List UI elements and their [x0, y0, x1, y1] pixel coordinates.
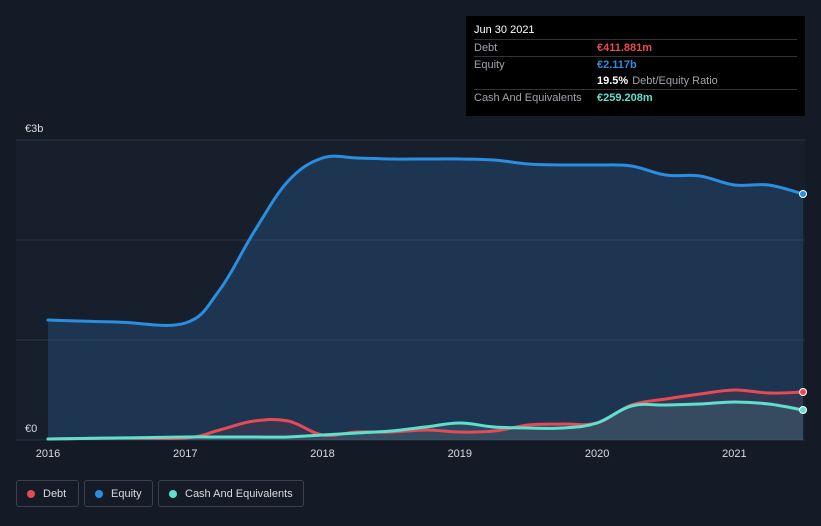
x-tick-label-2021: 2021 [722, 448, 746, 460]
tooltip-debt-value: €411.881m [597, 42, 653, 54]
tooltip-equity-value: €2.117b [597, 59, 637, 71]
legend-item-debt[interactable]: Debt [16, 480, 79, 507]
end-points [799, 190, 807, 414]
tooltip-ratio-label: Debt/Equity Ratio [632, 75, 718, 87]
debt-area [48, 389, 803, 440]
y-tick-label-zero: €0 [25, 423, 38, 435]
tooltip-row-ratio: 19.5% Debt/Equity Ratio [474, 73, 797, 90]
plot-background [16, 140, 805, 440]
x-tick-label-2016: 2016 [36, 448, 60, 460]
x-tick-label-2018: 2018 [310, 448, 334, 460]
tooltip-cash-label: Cash And Equivalents [474, 92, 582, 104]
x-tick-label-2019: 2019 [448, 448, 472, 460]
tooltip-debt-label: Debt [474, 42, 498, 54]
legend-item-equity[interactable]: Equity [84, 480, 153, 507]
equity-end-point [799, 190, 807, 198]
legend-cash-label: Cash And Equivalents [185, 487, 293, 500]
x-tick-label-2020: 2020 [585, 448, 609, 460]
debt-dot-icon [27, 489, 35, 498]
x-tick-label-2017: 2017 [173, 448, 197, 460]
tooltip-row-debt: Debt €411.881m [474, 40, 797, 57]
legend-item-cash[interactable]: Cash And Equivalents [158, 480, 304, 507]
legend-debt-label: Debt [43, 487, 67, 500]
cash-end-point [799, 406, 807, 414]
equity-area [48, 156, 803, 440]
tooltip-cash-value: €259.208m [597, 92, 653, 104]
equity-line [46, 154, 805, 327]
tooltip-ratio-spacer [474, 73, 597, 89]
x-axis-ticks: 2016 2017 2018 2019 2020 2021 [36, 448, 747, 460]
tooltip-equity-label: Equity [474, 59, 505, 71]
cash-line [46, 400, 805, 441]
legend-equity-label: Equity [111, 487, 142, 500]
tooltip-date: Jun 30 2021 [474, 22, 797, 40]
series-areas [48, 156, 803, 440]
series-lines [46, 154, 805, 441]
tooltip-row-cash: Cash And Equivalents €259.208m [474, 90, 797, 106]
debt-end-point [799, 388, 807, 396]
tooltip-row-equity: Equity €2.117b [474, 57, 797, 73]
tooltip-ratio-value: 19.5% [597, 75, 629, 87]
tooltip-panel: Jun 30 2021 Debt €411.881m Equity €2.117… [466, 16, 805, 116]
cash-area [48, 402, 803, 440]
debt-line [46, 388, 805, 441]
equity-dot-icon [95, 489, 103, 498]
y-tick-label-top: €3b [25, 123, 44, 135]
cash-dot-icon [169, 489, 177, 498]
grid-lines [16, 139, 805, 441]
